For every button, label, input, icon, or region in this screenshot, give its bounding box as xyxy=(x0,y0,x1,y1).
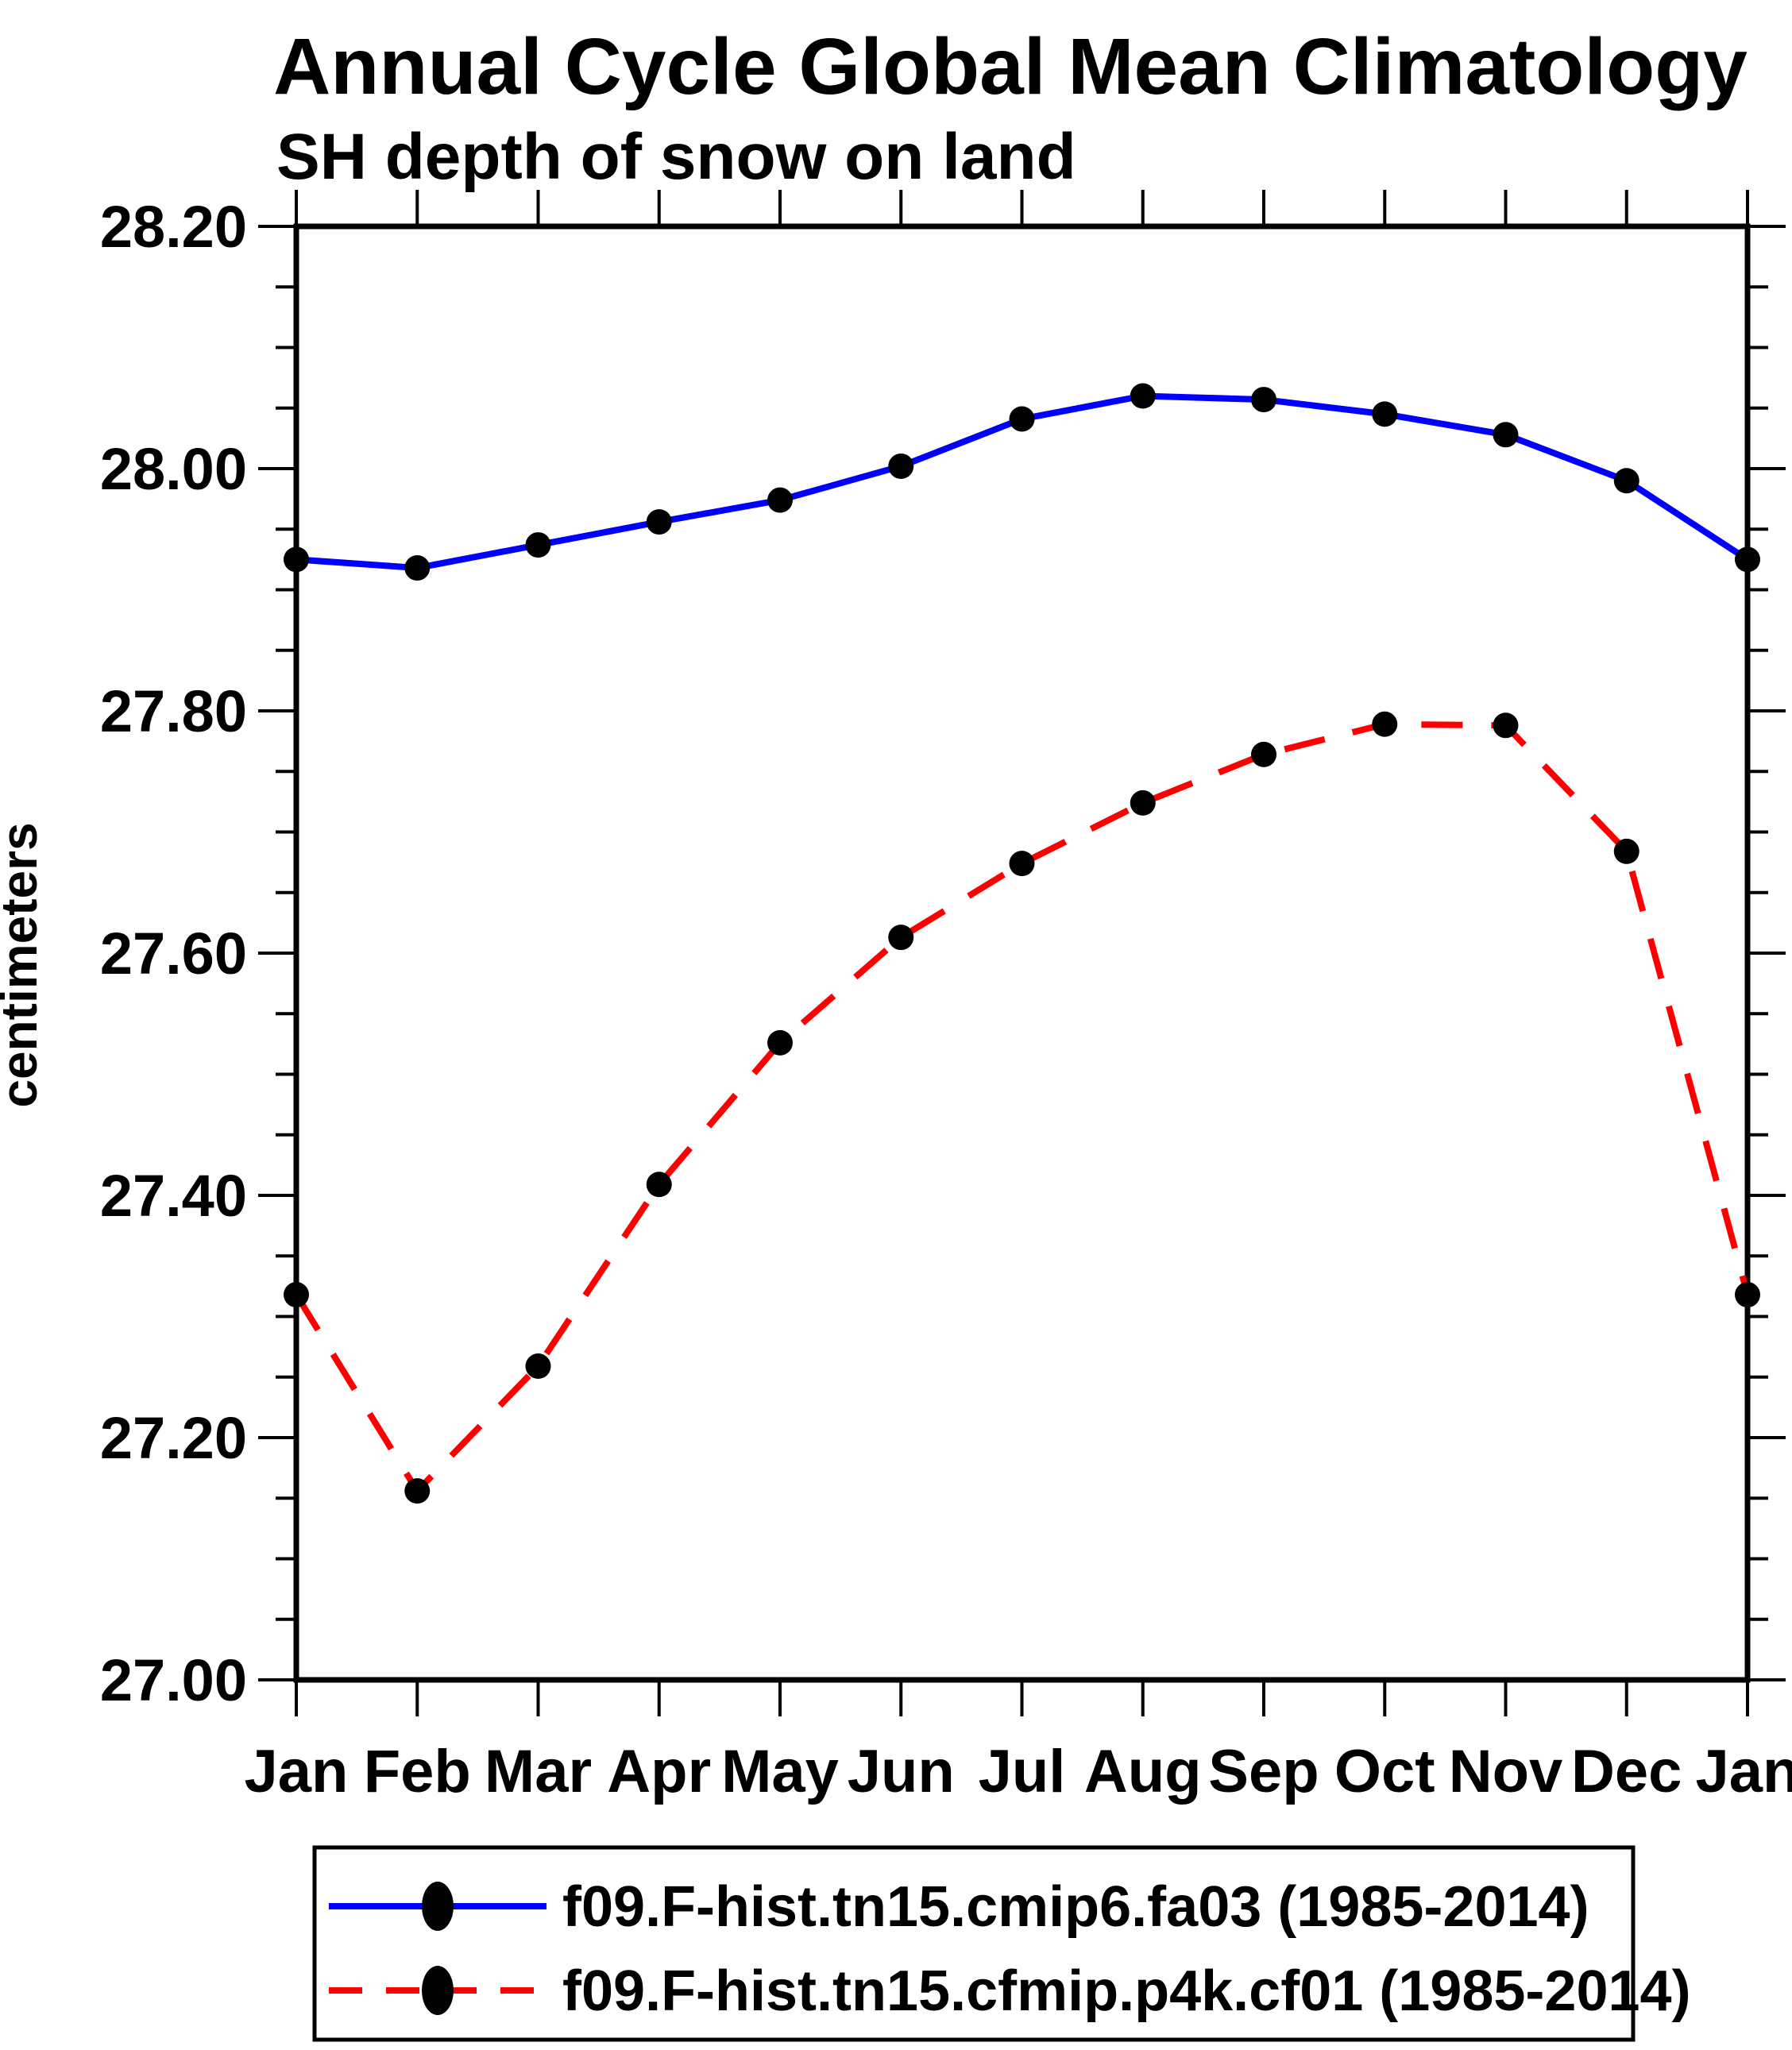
data-point xyxy=(1372,711,1398,737)
y-tick-label: 27.80 xyxy=(100,678,247,744)
data-point xyxy=(888,453,914,479)
y-tick-label: 27.00 xyxy=(100,1647,247,1713)
data-point xyxy=(1372,401,1398,427)
data-point xyxy=(1251,741,1276,767)
data-point xyxy=(1613,468,1639,494)
legend: f09.F-hist.tn15.cmip6.fa03 (1985-2014) f… xyxy=(312,1845,1691,2042)
legend-label-series-0: f09.F-hist.tn15.cmip6.fa03 (1985-2014) xyxy=(562,1875,1589,1939)
data-point xyxy=(1251,387,1276,413)
data-point xyxy=(284,546,309,573)
data-point xyxy=(1130,383,1156,409)
x-tick-label: Apr xyxy=(607,1738,711,1805)
x-tick-label: Jun xyxy=(848,1738,955,1805)
data-point xyxy=(646,1172,672,1198)
x-tick-label: Jul xyxy=(979,1738,1066,1805)
data-point xyxy=(1493,712,1519,739)
x-tick-label: Oct xyxy=(1334,1738,1435,1805)
y-tick-label: 28.00 xyxy=(100,436,247,502)
x-tick-label: Dec xyxy=(1571,1738,1682,1805)
data-point xyxy=(646,509,672,535)
series-layer xyxy=(284,383,1760,1504)
x-tick-label: Feb xyxy=(364,1738,471,1805)
chart-subtitle: SH depth of snow on land xyxy=(276,121,1076,193)
legend-sample-marker xyxy=(422,1966,454,2015)
x-tick-label: Nov xyxy=(1449,1738,1563,1805)
data-point xyxy=(1130,790,1156,816)
legend-sample-line-solid xyxy=(329,1882,546,1931)
legend-sample-line-dashed xyxy=(329,1966,546,2015)
y-axis-label: centimeters xyxy=(0,822,48,1107)
x-tick-label: Sep xyxy=(1208,1738,1319,1805)
x-tick-label: Aug xyxy=(1084,1738,1202,1805)
data-point xyxy=(1009,406,1035,432)
x-tick-label: Mar xyxy=(485,1738,592,1805)
data-point xyxy=(525,532,551,558)
data-point xyxy=(1735,1282,1760,1308)
x-tick-label: Jan xyxy=(245,1738,349,1805)
legend-sample-marker xyxy=(422,1882,454,1931)
x-tick-label: Jan xyxy=(1696,1738,1792,1805)
data-point xyxy=(767,1029,793,1056)
data-point xyxy=(1493,422,1519,448)
data-point xyxy=(1613,838,1639,864)
data-point xyxy=(888,925,914,951)
y-tick-label: 27.20 xyxy=(100,1405,247,1471)
data-point xyxy=(1735,546,1760,573)
axes-layer: Jan Feb Mar Apr May Jun Jul Aug Sep Oct Nov Dec Jan2… xyxy=(100,190,1792,1805)
y-tick-label: 28.20 xyxy=(100,194,247,260)
series-line-1 xyxy=(293,720,1751,1496)
data-point xyxy=(404,555,431,581)
data-point xyxy=(525,1353,551,1380)
data-point xyxy=(767,487,793,513)
chart-title: Annual Cycle Global Mean Climatology xyxy=(273,22,1748,111)
data-point xyxy=(404,1478,431,1504)
data-point xyxy=(1009,851,1035,877)
x-tick-label: May xyxy=(721,1738,839,1805)
legend-label-series-1: f09.F-hist.tn15.cfmip.p4k.cf01 (1985-201… xyxy=(562,1959,1691,2023)
y-tick-label: 27.40 xyxy=(100,1163,247,1229)
data-point xyxy=(284,1282,309,1308)
y-tick-label: 27.60 xyxy=(100,921,247,986)
legend-box xyxy=(312,1845,1636,2042)
